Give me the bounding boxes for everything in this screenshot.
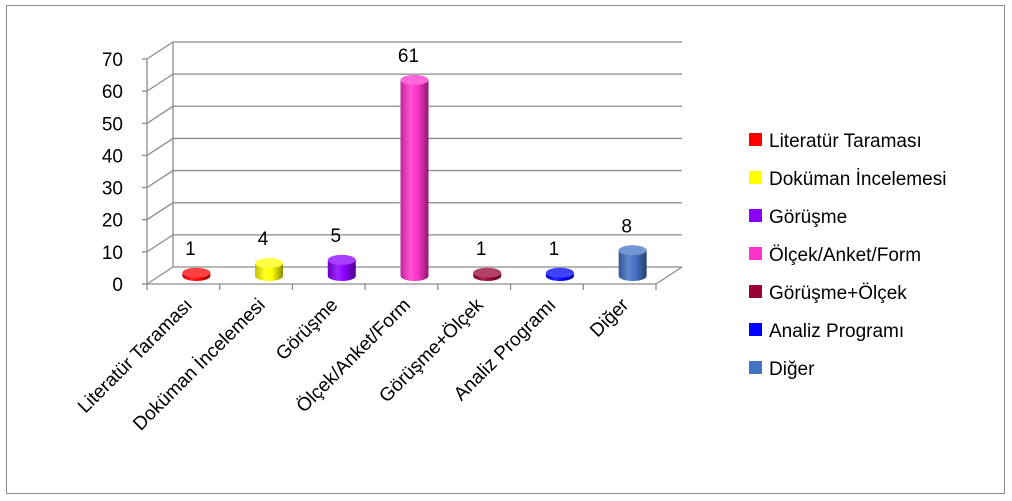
grid-depth-line — [146, 41, 174, 60]
legend-swatch — [749, 247, 762, 260]
y-tick-label: 70 — [102, 50, 123, 71]
grid-depth-line — [146, 73, 174, 92]
legend-swatch — [749, 133, 762, 146]
legend-swatch — [749, 323, 762, 336]
bar-top — [182, 267, 211, 278]
legend-label: Görüşme — [769, 207, 847, 228]
legend-label: Diğer — [769, 359, 815, 380]
legend-label: Literatür Taraması — [769, 131, 922, 152]
data-label: 1 — [549, 239, 560, 260]
data-label: 61 — [398, 46, 419, 67]
y-tick-label: 10 — [102, 243, 123, 264]
y-tick-label: 20 — [102, 211, 123, 232]
grid-depth-line — [146, 105, 174, 124]
data-label: 1 — [476, 239, 487, 260]
legend-swatch — [749, 285, 762, 298]
category-label: Görüşme — [272, 295, 342, 365]
bar-top — [618, 245, 647, 256]
grid-depth-line — [146, 170, 174, 189]
legend-label: Doküman İncelemesi — [769, 169, 946, 190]
category-label: Doküman İncelemesi — [129, 295, 269, 435]
data-label: 8 — [621, 216, 632, 237]
bar-top — [255, 258, 284, 269]
data-label: 1 — [185, 239, 196, 260]
bar — [400, 79, 429, 281]
legend-swatch — [749, 209, 762, 222]
data-label: 5 — [330, 226, 341, 247]
legend-swatch — [749, 361, 762, 374]
legend-label: Görüşme+Ölçek — [769, 283, 907, 304]
grid-depth-line — [146, 266, 174, 285]
bar-top — [545, 267, 574, 278]
bar-top — [400, 74, 429, 85]
grid-depth-line — [146, 202, 174, 221]
y-tick-label: 50 — [102, 114, 123, 135]
bar — [327, 259, 356, 281]
bar-top — [327, 254, 356, 265]
legend-label: Ölçek/Anket/Form — [769, 245, 921, 266]
data-label: 4 — [258, 229, 269, 250]
y-tick-label: 40 — [102, 146, 123, 167]
y-tick-label: 0 — [112, 275, 123, 296]
legend-label: Analiz Programı — [769, 321, 904, 342]
category-label: Diğer — [586, 294, 633, 341]
grid-depth-line — [146, 234, 174, 253]
grid-depth-line — [146, 137, 174, 156]
bar-top — [473, 267, 502, 278]
floor-right-edge — [655, 266, 683, 285]
y-tick-label: 60 — [102, 82, 123, 103]
bar — [618, 250, 647, 281]
legend-swatch — [749, 171, 762, 184]
bar — [255, 263, 284, 281]
y-tick-label: 30 — [102, 179, 123, 200]
